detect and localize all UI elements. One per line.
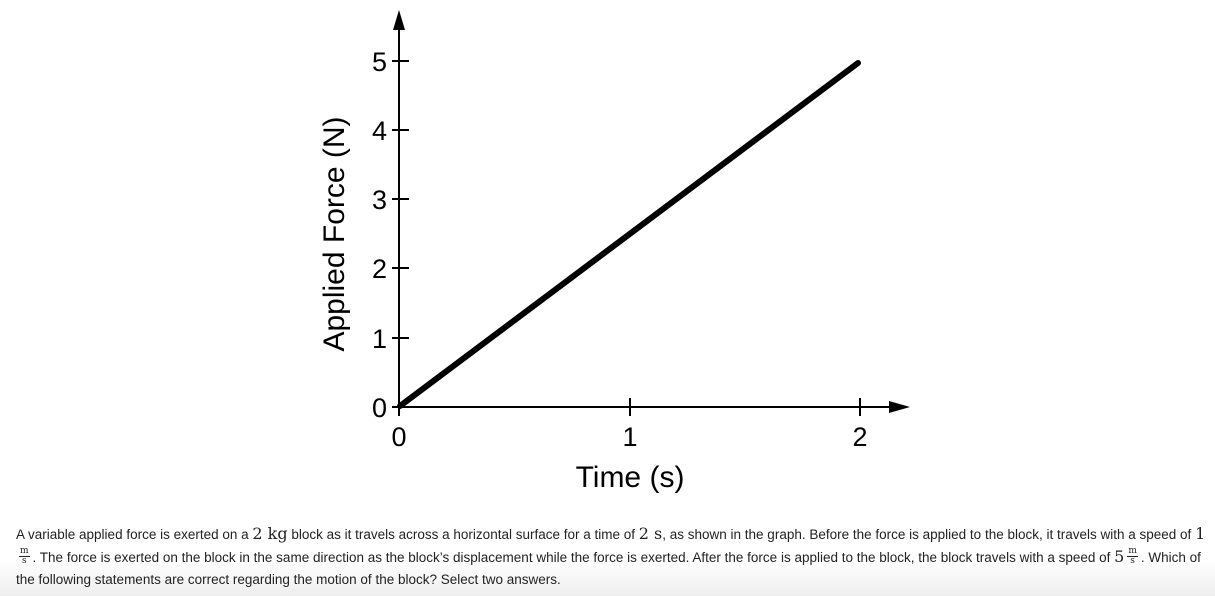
svg-text:2: 2: [852, 422, 867, 452]
time-value: 2 s: [638, 524, 663, 543]
y-axis-arrow-icon: [393, 10, 405, 30]
force-time-graph: 0 1 2 3 4 5 0 1 2 Time (s) Applied Force…: [318, 10, 910, 494]
x-axis-arrow-icon: [889, 401, 910, 413]
force-line: [397, 60, 861, 409]
unit-numerator: m: [19, 545, 30, 557]
x-axis-label: Time (s): [576, 461, 685, 494]
question-part: block as it travels across a horizontal …: [287, 527, 639, 542]
question-part: . Which of the following statements are …: [16, 550, 1201, 587]
svg-text:1: 1: [372, 324, 387, 354]
y-axis-label: Applied Force (N): [318, 116, 351, 351]
initial-speed-value: 1: [1195, 524, 1206, 543]
question-part: , as shown in the graph. Before the forc…: [662, 527, 1196, 542]
unit-denominator: s: [21, 555, 27, 566]
y-ticks: [392, 60, 409, 408]
svg-text:4: 4: [372, 116, 387, 146]
svg-text:0: 0: [372, 393, 387, 423]
unit-numerator: m: [1127, 545, 1138, 557]
svg-text:5: 5: [372, 47, 387, 77]
bottom-fade: [0, 560, 1215, 596]
question-text: A variable applied force is exerted on a…: [16, 523, 1211, 591]
svg-text:3: 3: [372, 185, 387, 215]
svg-text:2: 2: [372, 254, 387, 284]
svg-text:1: 1: [622, 422, 637, 452]
y-tick-labels: 0 1 2 3 4 5: [372, 47, 387, 423]
question-part: . The force is exerted on the block in t…: [32, 550, 1115, 565]
svg-text:0: 0: [391, 422, 406, 452]
mass-value: 2 kg: [252, 524, 288, 543]
final-speed-value: 5: [1114, 547, 1125, 566]
x-tick-labels: 0 1 2: [391, 422, 867, 452]
question-part: A variable applied force is exerted on a: [16, 527, 253, 542]
unit-denominator: s: [1130, 555, 1135, 566]
